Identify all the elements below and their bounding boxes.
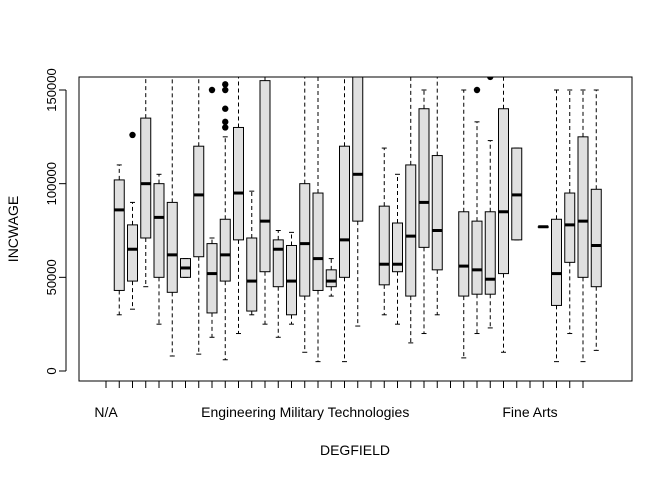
- box-25: [418, 89, 430, 335]
- box-iqr: [458, 211, 470, 297]
- y-axis-label: INCWAGE: [5, 196, 21, 262]
- outlier-point: [208, 86, 216, 94]
- box-4: [140, 77, 152, 288]
- box-5: [153, 173, 165, 325]
- box-iqr: [166, 201, 178, 293]
- box-iqr: [113, 179, 125, 291]
- box-iqr: [339, 145, 350, 278]
- outlier-point: [222, 124, 229, 131]
- box-iqr: [498, 108, 509, 275]
- box-iqr: [299, 183, 311, 297]
- box-iqr: [140, 117, 152, 239]
- box-iqr: [577, 136, 589, 278]
- box-34: [537, 225, 549, 229]
- box-iqr: [392, 222, 403, 273]
- x-tick-label: Fine Arts: [502, 404, 557, 420]
- outlier-point: [473, 86, 481, 94]
- box-15: [286, 231, 297, 325]
- box-iqr: [418, 108, 430, 248]
- box-7: [180, 258, 191, 278]
- box-24: [405, 77, 417, 344]
- box-3: [127, 131, 138, 310]
- box-23: [392, 173, 403, 325]
- x-tick-label: Military Technologies: [280, 404, 410, 420]
- box-iqr: [127, 224, 138, 282]
- box-iqr: [471, 220, 483, 295]
- box-iqr: [193, 145, 205, 258]
- box-11: [233, 77, 244, 335]
- box-12: [246, 190, 258, 316]
- box-30: [484, 77, 496, 329]
- box-19: [339, 77, 350, 363]
- outlier-point: [222, 86, 229, 94]
- box-6: [166, 77, 178, 357]
- box-9: [206, 86, 218, 338]
- box-22: [378, 147, 390, 316]
- outlier-point: [487, 77, 494, 81]
- box-iqr: [153, 183, 165, 278]
- box-28: [458, 89, 470, 359]
- box-31: [498, 77, 509, 353]
- box-iqr: [431, 155, 443, 271]
- box-38: [590, 89, 602, 351]
- box-iqr: [405, 164, 417, 297]
- box-iqr: [325, 269, 337, 288]
- box-iqr: [246, 237, 258, 312]
- y-tick-label: 0: [44, 367, 59, 374]
- y-tick-label: 150000: [44, 68, 59, 111]
- box-iqr: [206, 243, 218, 314]
- box-iqr: [564, 192, 576, 263]
- box-iqr: [378, 205, 390, 286]
- x-axis: N/A Engineering Military Technologies Fine …: [94, 380, 584, 420]
- x-axis-label: DEGFIELD: [320, 442, 390, 458]
- outlier-point: [222, 105, 229, 112]
- x-tick-label: N/A: [94, 404, 118, 420]
- box-13: [259, 77, 271, 325]
- box-16: [299, 77, 311, 353]
- box-35: [551, 89, 562, 363]
- box-iqr: [551, 218, 562, 306]
- box-iqr: [219, 218, 231, 282]
- box-8: [193, 77, 205, 355]
- y-tick-label: 100000: [44, 162, 59, 205]
- x-tick-label: Engineering: [201, 404, 276, 420]
- box-14: [272, 230, 284, 338]
- box-iqr: [484, 211, 496, 295]
- y-axis: 0 50000 100000 150000: [44, 68, 67, 375]
- outlier-point: [222, 118, 229, 126]
- box-2: [113, 164, 125, 316]
- plot-area: [113, 77, 602, 363]
- box-37: [577, 89, 589, 363]
- box-iqr: [259, 80, 271, 273]
- box-26: [431, 77, 443, 316]
- box-20: [352, 77, 364, 327]
- box-10: [219, 81, 231, 361]
- box-18: [325, 258, 337, 297]
- box-iqr: [352, 77, 364, 222]
- box-36: [564, 89, 576, 335]
- outlier-point: [129, 131, 136, 139]
- box-32: [511, 147, 523, 241]
- outlier-point: [222, 81, 229, 88]
- box-iqr: [312, 192, 324, 291]
- y-tick-label: 50000: [44, 259, 59, 295]
- box-iqr: [590, 188, 602, 288]
- box-17: [312, 77, 324, 363]
- box-29: [471, 86, 483, 335]
- box-iqr: [233, 126, 244, 241]
- box-iqr: [272, 239, 284, 288]
